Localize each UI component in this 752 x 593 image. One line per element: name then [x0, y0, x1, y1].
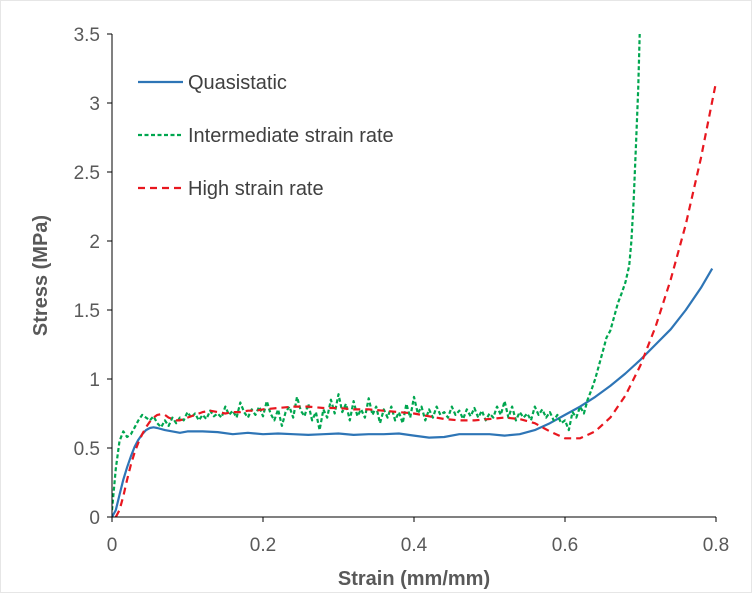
x-tick-label: 0.8	[703, 535, 729, 556]
y-tick-label: 3	[89, 94, 100, 115]
series-line-1	[112, 33, 641, 511]
legend-label-1: Intermediate strain rate	[188, 125, 394, 147]
legend-label-0: Quasistatic	[188, 72, 287, 94]
y-tick-label: 1	[89, 370, 100, 391]
y-axis-title: Stress (MPa)	[30, 215, 52, 336]
y-tick-label: 0	[89, 508, 100, 529]
y-tick-label: 2	[89, 232, 100, 253]
plot-area	[112, 33, 718, 518]
x-tick-label: 0.2	[250, 535, 276, 556]
axes: 0 0.5 1 1.5 2 2.5 3 3.5 0 0.2 0.4 0.6 0.8	[74, 25, 730, 556]
y-tick-label: 1.5	[74, 301, 100, 322]
y-tick-label: 2.5	[74, 163, 100, 184]
x-tick-label: 0.6	[552, 535, 578, 556]
y-tick-label: 0.5	[74, 439, 100, 460]
x-tick-label: 0.4	[401, 535, 428, 556]
x-tick-label: 0	[107, 535, 118, 556]
legend: Quasistatic Intermediate strain rate High …	[138, 72, 394, 200]
series-line-2	[114, 82, 718, 518]
y-tick-label: 3.5	[74, 25, 100, 46]
legend-label-2: High strain rate	[188, 178, 324, 200]
x-axis-title: Strain (mm/mm)	[338, 568, 490, 590]
